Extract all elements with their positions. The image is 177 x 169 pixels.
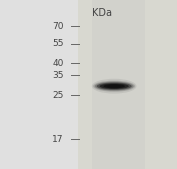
Ellipse shape bbox=[92, 79, 137, 94]
Ellipse shape bbox=[103, 84, 125, 88]
Text: 25: 25 bbox=[52, 91, 64, 100]
Ellipse shape bbox=[95, 82, 134, 91]
Ellipse shape bbox=[99, 83, 129, 89]
Ellipse shape bbox=[93, 81, 135, 92]
Bar bbox=[78, 0, 177, 169]
Bar bbox=[92, 0, 145, 169]
Text: 70: 70 bbox=[52, 22, 64, 31]
Text: 17: 17 bbox=[52, 135, 64, 144]
Text: 35: 35 bbox=[52, 71, 64, 80]
Text: KDa: KDa bbox=[92, 8, 112, 18]
Ellipse shape bbox=[107, 85, 121, 88]
Text: 55: 55 bbox=[52, 39, 64, 49]
Text: 40: 40 bbox=[52, 59, 64, 68]
Ellipse shape bbox=[97, 82, 132, 90]
